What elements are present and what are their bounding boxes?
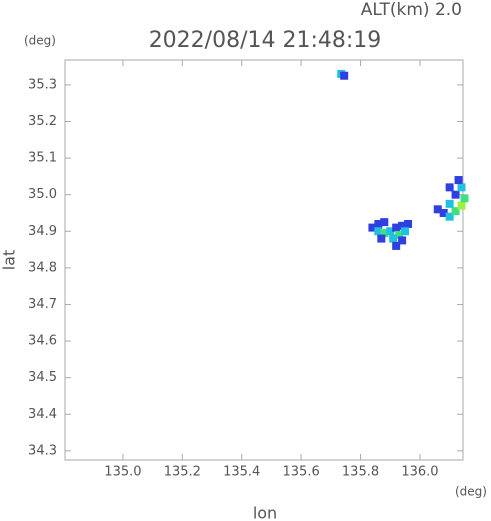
radar-cell xyxy=(451,207,460,216)
radar-cell xyxy=(460,194,469,203)
y-tick-label: 35.0 xyxy=(28,187,57,202)
radar-cell xyxy=(392,241,401,250)
radar-cell xyxy=(433,205,442,214)
radar-cell xyxy=(445,183,454,192)
radar-cell xyxy=(404,219,413,228)
radar-cell xyxy=(454,176,463,185)
y-tick-label: 34.3 xyxy=(28,443,57,458)
radar-cell xyxy=(457,183,466,192)
radar-cell xyxy=(392,223,401,232)
radar-cell xyxy=(389,234,398,243)
radar-cell xyxy=(445,212,454,221)
radar-cell xyxy=(451,190,460,199)
y-tick-label: 35.3 xyxy=(28,77,57,92)
radar-cell xyxy=(374,227,383,236)
radar-cell xyxy=(395,230,404,239)
radar-cell xyxy=(439,208,448,217)
x-unit: (deg) xyxy=(455,485,487,499)
radar-cell xyxy=(445,199,454,208)
plot-frame xyxy=(64,59,464,461)
y-tick-label: 35.2 xyxy=(28,114,57,129)
y-tick-label: 34.7 xyxy=(28,297,57,312)
x-tick-label: 135.4 xyxy=(223,465,260,480)
altitude-label: ALT(km) 2.0 xyxy=(361,0,462,20)
y-tick-label: 34.6 xyxy=(28,334,57,349)
y-tick-label: 34.5 xyxy=(28,370,57,385)
radar-cell xyxy=(386,227,395,236)
x-tick-label: 135.8 xyxy=(342,465,379,480)
x-axis-label: lon xyxy=(253,504,277,521)
radar-cell xyxy=(380,229,389,238)
x-tick-label: 135.0 xyxy=(104,465,141,480)
radar-cell xyxy=(401,227,410,236)
x-tick-label: 136.0 xyxy=(401,465,438,480)
x-tick-label: 135.6 xyxy=(283,465,320,480)
radar-cell xyxy=(380,218,389,227)
y-tick-label: 35.1 xyxy=(28,151,57,166)
y-axis-label: lat xyxy=(0,250,19,271)
x-tick-label: 135.2 xyxy=(164,465,201,480)
y-tick-label: 34.8 xyxy=(28,260,57,275)
radar-cell xyxy=(340,71,349,80)
y-tick-label: 34.9 xyxy=(28,224,57,239)
radar-cell xyxy=(368,223,377,232)
radar-cell xyxy=(377,234,386,243)
y-tick-label: 34.4 xyxy=(28,407,57,422)
radar-cell xyxy=(398,221,407,230)
radar-cell xyxy=(374,219,383,228)
radar-cell xyxy=(398,236,407,245)
radar-cell xyxy=(457,201,466,210)
chart-title: 2022/08/14 21:48:19 xyxy=(149,28,382,53)
y-unit: (deg) xyxy=(24,34,56,48)
